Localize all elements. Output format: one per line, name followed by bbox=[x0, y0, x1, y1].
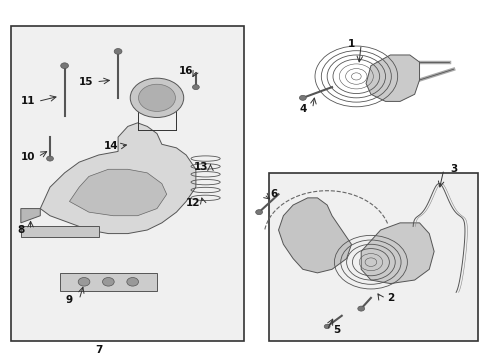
Text: 11: 11 bbox=[21, 96, 35, 107]
Text: 3: 3 bbox=[449, 164, 456, 174]
Text: 16: 16 bbox=[179, 66, 193, 76]
Circle shape bbox=[61, 63, 68, 68]
Circle shape bbox=[126, 278, 138, 286]
Circle shape bbox=[78, 278, 90, 286]
Text: 13: 13 bbox=[193, 162, 207, 172]
Circle shape bbox=[357, 306, 364, 311]
Polygon shape bbox=[60, 273, 157, 291]
Bar bbox=[268, 173, 477, 341]
Circle shape bbox=[46, 156, 53, 161]
Text: 14: 14 bbox=[103, 141, 118, 151]
Text: 12: 12 bbox=[186, 198, 200, 208]
Circle shape bbox=[324, 324, 329, 329]
Text: 10: 10 bbox=[21, 152, 35, 162]
Text: 6: 6 bbox=[269, 189, 277, 199]
Text: 8: 8 bbox=[17, 225, 24, 235]
Polygon shape bbox=[366, 55, 419, 102]
Polygon shape bbox=[21, 226, 99, 237]
Circle shape bbox=[114, 49, 122, 54]
Circle shape bbox=[102, 278, 114, 286]
Circle shape bbox=[192, 85, 199, 90]
Bar bbox=[11, 26, 244, 341]
Circle shape bbox=[130, 78, 183, 117]
Polygon shape bbox=[278, 198, 351, 273]
Circle shape bbox=[255, 210, 262, 215]
Text: 4: 4 bbox=[299, 104, 306, 113]
Circle shape bbox=[299, 95, 305, 100]
Polygon shape bbox=[69, 169, 166, 216]
Text: 5: 5 bbox=[333, 325, 340, 335]
Polygon shape bbox=[40, 123, 196, 234]
Text: 1: 1 bbox=[347, 39, 354, 49]
Text: 9: 9 bbox=[66, 295, 73, 305]
Polygon shape bbox=[361, 223, 433, 284]
Text: 2: 2 bbox=[386, 293, 393, 303]
Text: 15: 15 bbox=[79, 77, 94, 87]
Circle shape bbox=[138, 84, 175, 111]
Polygon shape bbox=[21, 208, 40, 223]
Text: 7: 7 bbox=[95, 345, 102, 355]
